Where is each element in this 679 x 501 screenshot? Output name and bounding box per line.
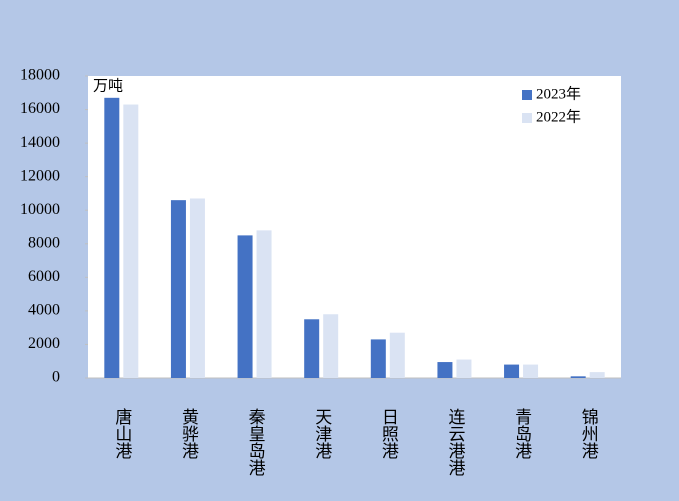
y-tick-label: 0 bbox=[52, 369, 60, 386]
x-tick-label: 黄骅港 bbox=[178, 408, 199, 459]
y-tick-label: 8000 bbox=[28, 234, 60, 251]
bar bbox=[523, 364, 539, 378]
bar bbox=[323, 314, 339, 378]
x-tick-label: 天津港 bbox=[311, 408, 332, 459]
y-tick-label: 16000 bbox=[20, 100, 60, 117]
bar bbox=[256, 230, 272, 378]
bar bbox=[570, 376, 586, 378]
bar bbox=[437, 362, 453, 378]
bar bbox=[304, 319, 320, 378]
y-tick-label: 18000 bbox=[20, 67, 60, 84]
legend-label: 2023年 bbox=[536, 85, 581, 102]
x-tick-label: 锦州港 bbox=[578, 408, 599, 459]
bar bbox=[123, 104, 139, 379]
bar bbox=[189, 198, 205, 378]
bar bbox=[104, 97, 120, 379]
y-tick-label: 4000 bbox=[28, 302, 60, 319]
legend-label: 2022年 bbox=[536, 108, 581, 125]
legend-swatch bbox=[522, 90, 532, 100]
x-tick-label: 青岛港 bbox=[511, 408, 532, 459]
y-tick-label: 10000 bbox=[20, 201, 60, 218]
bar bbox=[504, 364, 520, 378]
bar bbox=[237, 235, 253, 378]
x-tick-label: 秦皇岛港 bbox=[245, 408, 266, 476]
y-tick-label: 6000 bbox=[28, 268, 60, 285]
bar bbox=[170, 200, 186, 378]
bar bbox=[589, 372, 605, 378]
bar bbox=[456, 359, 472, 378]
y-tick-label: 2000 bbox=[28, 335, 60, 352]
x-tick-label: 连云港港 bbox=[444, 408, 465, 476]
unit-annotation: 万吨 bbox=[93, 77, 123, 95]
y-tick-label: 12000 bbox=[20, 167, 60, 184]
x-tick-label: 唐山港 bbox=[111, 407, 132, 459]
y-tick-label: 14000 bbox=[20, 134, 60, 151]
legend-swatch bbox=[522, 113, 532, 123]
bar bbox=[389, 332, 405, 378]
bar bbox=[370, 339, 386, 378]
x-tick-label: 日照港 bbox=[378, 408, 399, 459]
